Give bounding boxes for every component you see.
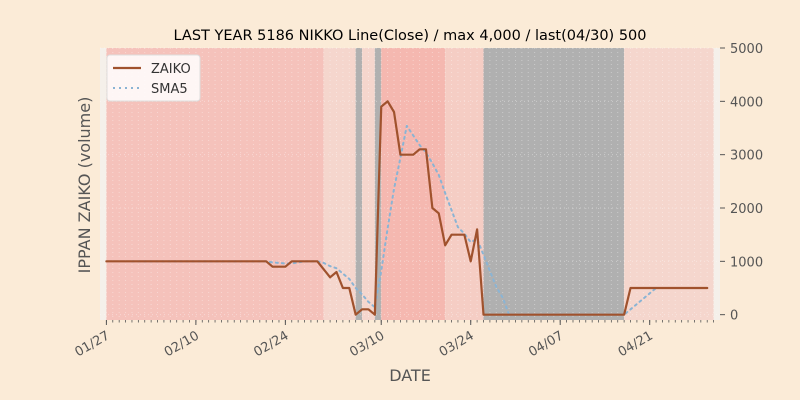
background-band-3 bbox=[362, 48, 375, 320]
legend-box bbox=[106, 54, 201, 102]
background-band-6 bbox=[445, 48, 484, 320]
y-tick-label: 0 bbox=[730, 309, 738, 324]
y-tick-label: 3000 bbox=[730, 149, 763, 164]
chart-title: LAST YEAR 5186 NIKKO Line(Close) / max 4… bbox=[174, 28, 647, 44]
y-tick-label: 1000 bbox=[730, 255, 763, 270]
legend-label-sma5: SMA5 bbox=[151, 82, 188, 97]
series-line-sma5 bbox=[130, 124, 709, 316]
legend-label-zaiko: ZAIKO bbox=[151, 62, 191, 77]
y-tick-label: 2000 bbox=[730, 202, 763, 217]
background-band-2 bbox=[355, 48, 363, 320]
background-band-7 bbox=[483, 48, 625, 320]
background-band-8 bbox=[624, 48, 714, 320]
y-tick-label: 4000 bbox=[730, 95, 763, 110]
series-line-zaiko bbox=[105, 100, 709, 316]
x-axis-label: DATE bbox=[389, 366, 431, 385]
background-band-5 bbox=[381, 48, 446, 320]
y-tick-label: 5000 bbox=[730, 42, 763, 57]
y-axis-label: IPPAN ZAIKO (volume) bbox=[75, 97, 94, 274]
